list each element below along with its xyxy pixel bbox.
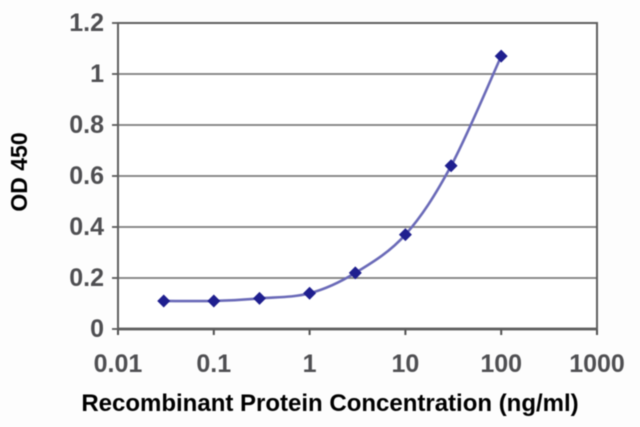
y-tick-label: 1.2 (69, 9, 104, 37)
data-point-1ng (303, 286, 317, 300)
x-axis-title: Recombinant Protein Concentration (ng/ml… (81, 390, 578, 417)
y-tick-label: 0.4 (69, 213, 104, 241)
y-tick-label: 0.8 (69, 111, 104, 139)
data-point-markers (157, 49, 508, 308)
y-tick-labels: 0 0.2 0.4 0.6 0.8 1 1.2 (69, 9, 104, 343)
y-tick-label: 0 (90, 315, 104, 343)
x-tick-labels: 0.01 0.1 1 10 100 1000 (94, 350, 625, 378)
x-tick-label: 100 (480, 350, 522, 378)
x-tick-label: 1 (303, 350, 317, 378)
y-axis-title: OD 450 (6, 132, 32, 211)
x-tick-label: 10 (391, 350, 419, 378)
data-point-10ng (398, 228, 412, 242)
data-point-100ng (494, 49, 508, 63)
x-tick-label: 0.1 (196, 350, 231, 378)
plot-border (117, 22, 598, 330)
x-tick-label: 1000 (569, 350, 625, 378)
y-tick-label: 1 (90, 60, 104, 88)
data-point-0.03ng (157, 294, 171, 308)
data-point-0.3ng (253, 291, 267, 305)
data-point-3ng (348, 266, 362, 280)
y-tick-label: 0.2 (69, 264, 104, 292)
y-tick-label: 0.6 (69, 162, 104, 190)
x-tick-label: 0.01 (94, 350, 143, 378)
data-point-0.1ng (207, 294, 221, 308)
data-point-30ng (444, 159, 458, 173)
